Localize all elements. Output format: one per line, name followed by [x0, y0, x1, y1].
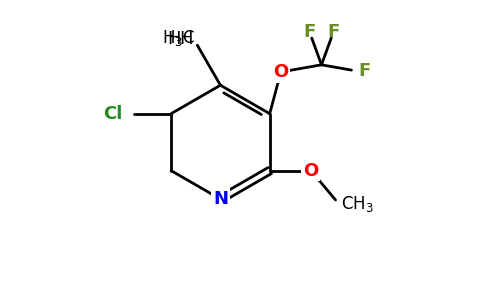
- Text: O: O: [303, 162, 318, 180]
- Text: F: F: [303, 22, 316, 40]
- Text: H: H: [180, 30, 193, 48]
- Text: $\mathregular{H_3C}$: $\mathregular{H_3C}$: [162, 28, 195, 48]
- Text: F: F: [358, 62, 370, 80]
- Text: O: O: [273, 63, 288, 81]
- Text: Cl: Cl: [103, 105, 122, 123]
- Text: $\mathregular{CH_3}$: $\mathregular{CH_3}$: [341, 194, 374, 214]
- Text: H: H: [167, 30, 181, 48]
- Text: F: F: [328, 22, 340, 40]
- Text: N: N: [213, 190, 228, 208]
